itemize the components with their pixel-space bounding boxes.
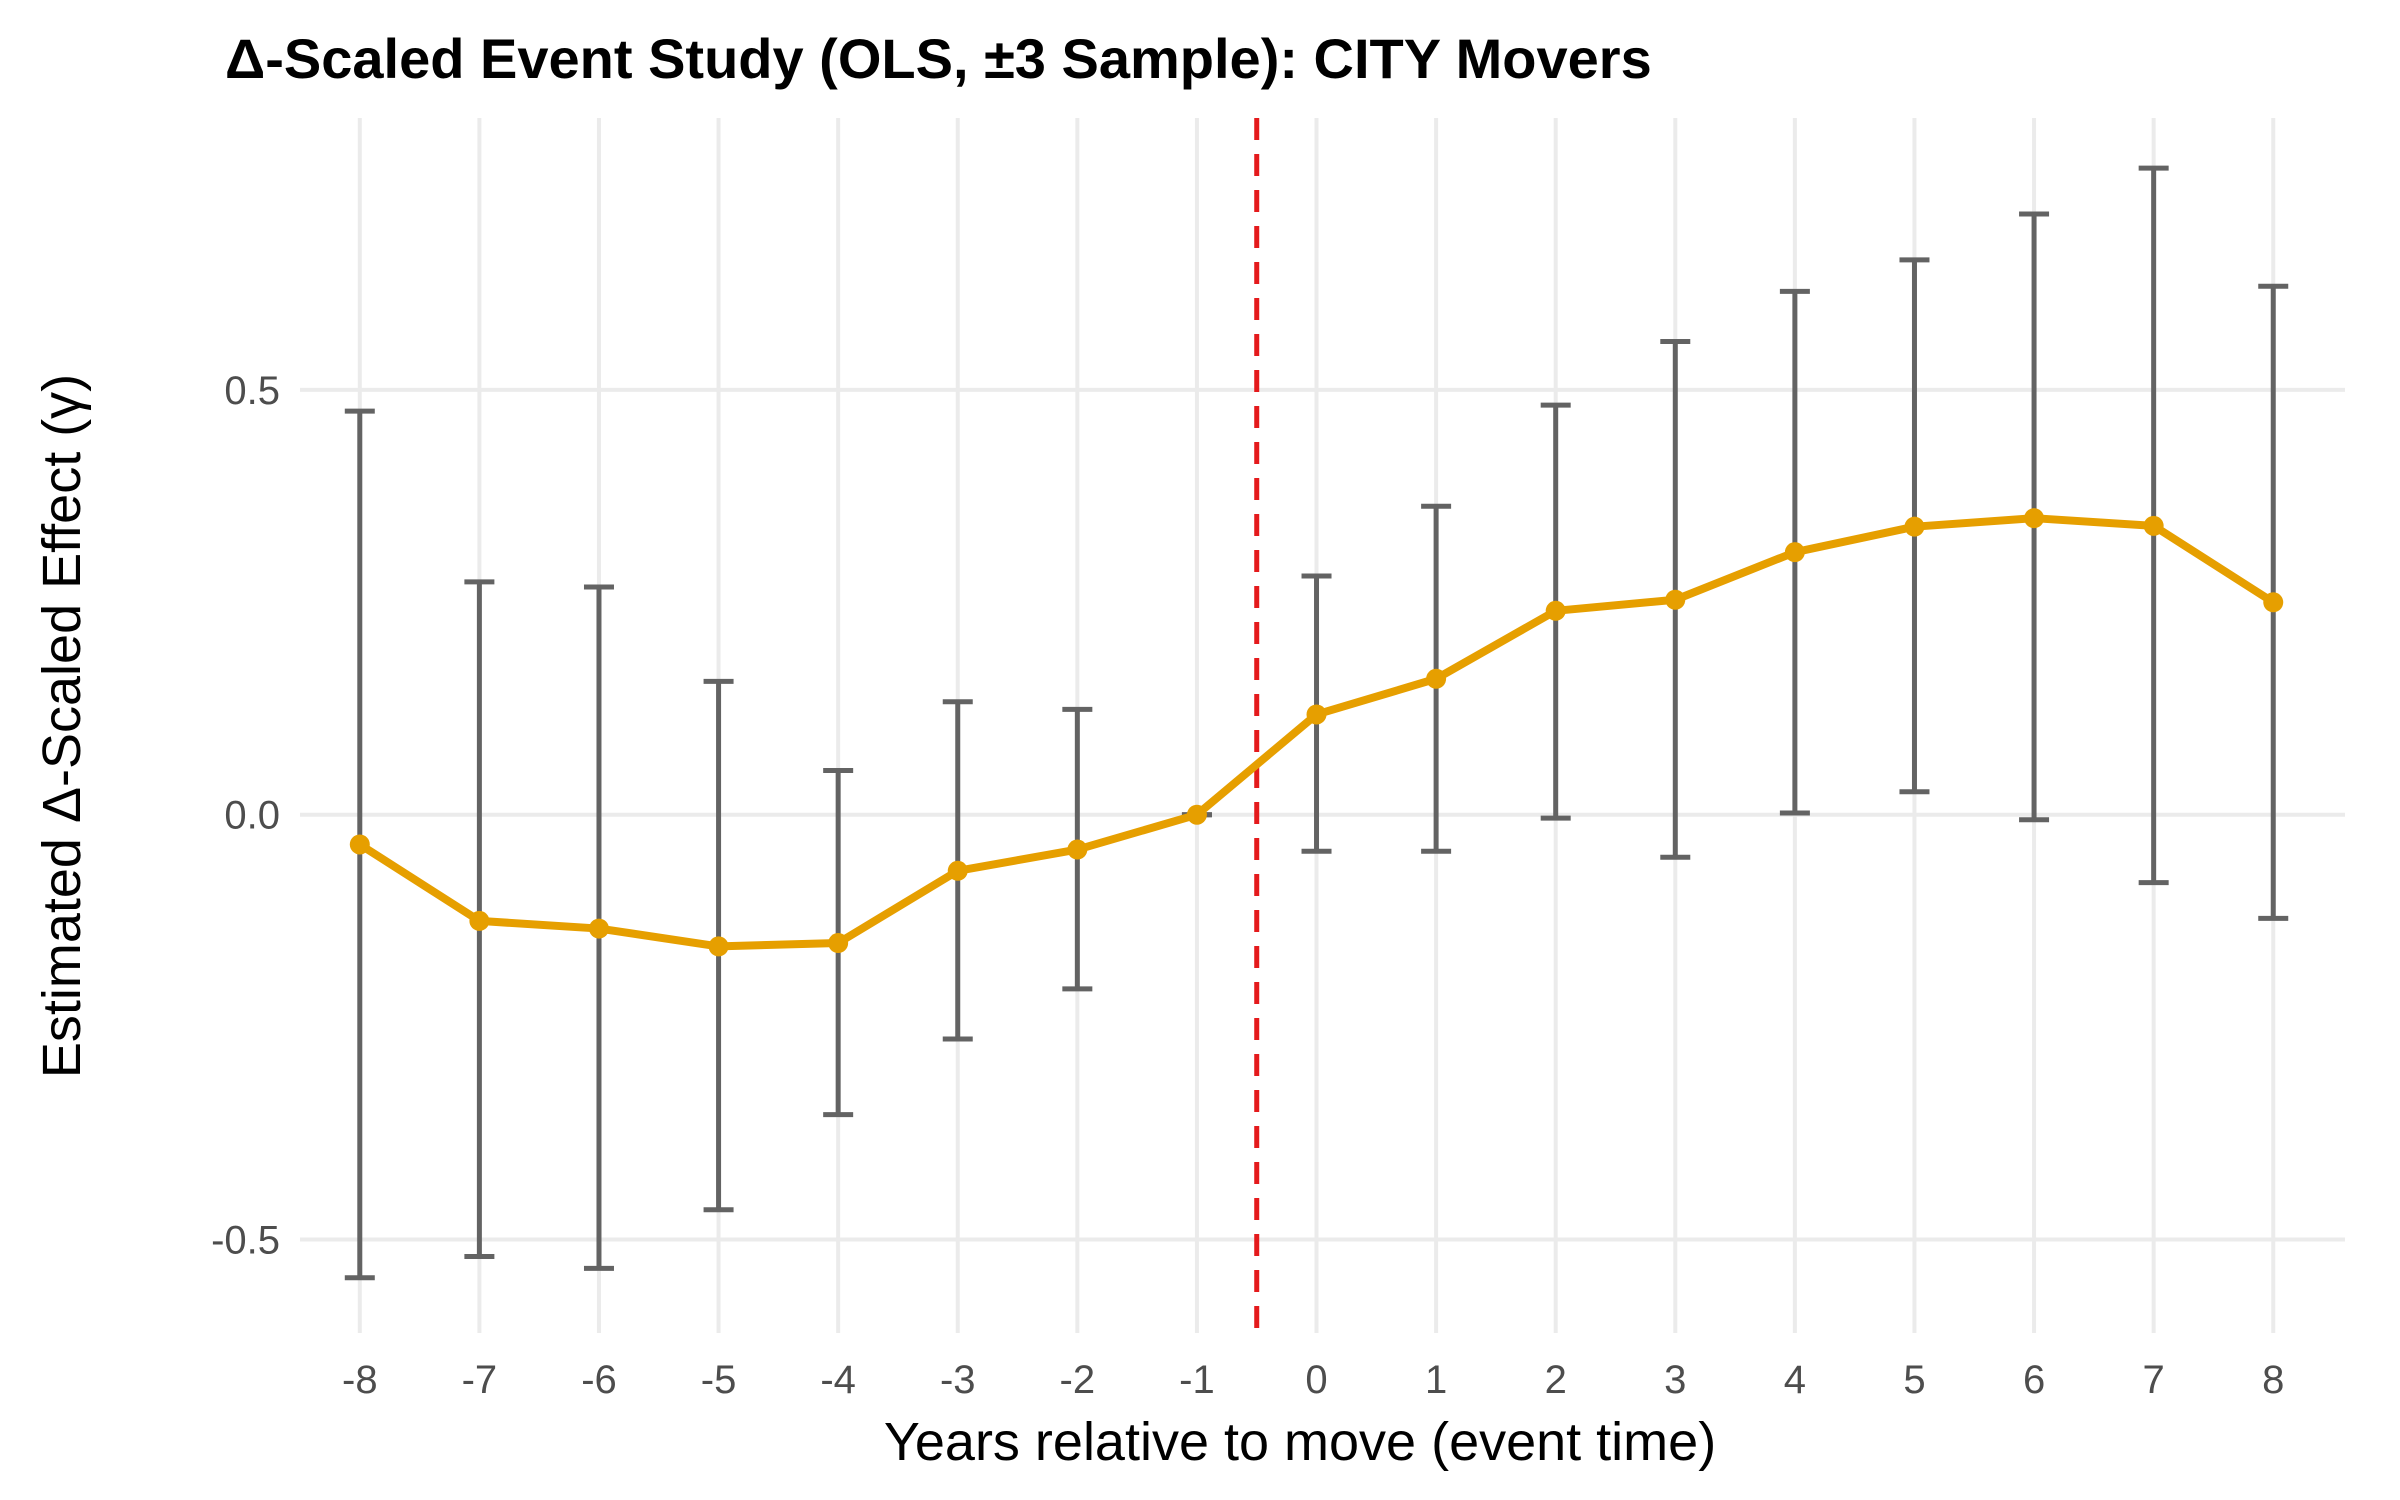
- data-point: [1186, 804, 1207, 825]
- x-tick-label: 7: [2143, 1358, 2165, 1402]
- data-point: [708, 936, 729, 957]
- data-point: [1904, 516, 1925, 537]
- grid: [300, 118, 2345, 1333]
- data-point: [1665, 589, 1686, 610]
- data-point: [349, 834, 370, 855]
- data-point: [2263, 592, 2284, 613]
- data-point: [588, 918, 609, 939]
- x-tick-label: -7: [462, 1358, 498, 1402]
- x-tick-label: 1: [1425, 1358, 1447, 1402]
- x-axis-title: Years relative to move (event time): [884, 1412, 1716, 1472]
- x-tick-label: 5: [1903, 1358, 1925, 1402]
- x-tick-label: 8: [2262, 1358, 2284, 1402]
- x-tick-label: -6: [581, 1358, 617, 1402]
- x-tick-label: -4: [820, 1358, 856, 1402]
- x-tick-label: 6: [2023, 1358, 2045, 1402]
- chart-title: Δ-Scaled Event Study (OLS, ±3 Sample): C…: [225, 27, 1652, 90]
- y-tick-label: -0.5: [211, 1219, 280, 1263]
- x-tick-label: -2: [1060, 1358, 1096, 1402]
- x-tick-label: 3: [1664, 1358, 1686, 1402]
- x-tick-label: -3: [940, 1358, 976, 1402]
- y-tick-label: 0.0: [224, 794, 280, 838]
- data-points: [349, 508, 2284, 957]
- data-point: [828, 933, 849, 954]
- y-tick-label: 0.5: [224, 369, 280, 413]
- x-tick-label: -8: [342, 1358, 378, 1402]
- x-tick-label: 2: [1545, 1358, 1567, 1402]
- y-axis-title: Estimated Δ-Scaled Effect (γ): [32, 374, 92, 1078]
- x-tick-label: 4: [1784, 1358, 1806, 1402]
- x-tick-label: 0: [1305, 1358, 1327, 1402]
- data-point: [947, 860, 968, 881]
- data-point: [1426, 668, 1447, 689]
- y-axis-ticks: -0.5 0.0 0.5: [211, 369, 280, 1263]
- data-point: [1306, 704, 1327, 725]
- data-point: [1067, 839, 1088, 860]
- data-point: [1545, 600, 1566, 621]
- x-tick-label: -5: [701, 1358, 737, 1402]
- x-tick-label: -1: [1179, 1358, 1215, 1402]
- data-point: [1784, 542, 1805, 563]
- x-axis-ticks: -8 -7 -6 -5 -4 -3 -2 -1 0 1 2 3 4 5 6 7 8: [342, 1358, 2284, 1402]
- data-point: [2143, 515, 2164, 536]
- data-point: [469, 910, 490, 931]
- data-point: [2024, 508, 2045, 529]
